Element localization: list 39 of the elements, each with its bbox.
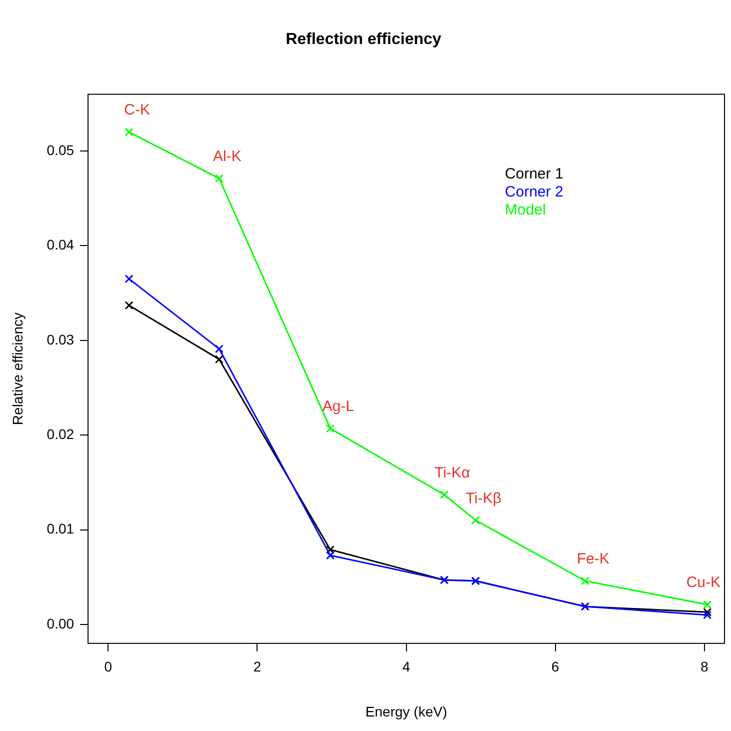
y-tick-label: 0.04 <box>46 236 74 253</box>
point <box>124 128 134 136</box>
point <box>214 174 224 183</box>
point <box>703 608 712 616</box>
annotation: Al-K <box>213 148 242 166</box>
y-axis-title: Relative efficiency <box>9 312 26 426</box>
chart-title: Reflection efficiency <box>286 31 442 48</box>
text: Corner 2 <box>504 183 564 200</box>
y-tick-label: 0.05 <box>46 142 74 158</box>
text: Model <box>504 201 546 218</box>
point <box>124 301 134 310</box>
annotation: Fe-K <box>576 550 610 568</box>
point <box>703 610 712 620</box>
point <box>214 344 224 354</box>
point <box>580 576 590 586</box>
point <box>124 274 134 284</box>
y-tick-label: 0.00 <box>46 615 74 632</box>
x-tick-label: 0 <box>104 658 112 675</box>
x-tick-label: 8 <box>700 658 708 675</box>
annotation: Ti-Kα <box>434 464 470 482</box>
annotation: Cu-K <box>686 574 721 592</box>
x-axis-title: Energy (keV) <box>365 703 448 720</box>
annotation: Ag-L <box>322 398 354 416</box>
annotation: Ti-Kβ <box>466 490 502 507</box>
point <box>703 600 712 609</box>
text: Corner 1 <box>504 165 564 182</box>
annotation: C-K <box>124 102 150 119</box>
point <box>326 424 335 433</box>
y-tick-label: 0.03 <box>46 331 74 348</box>
x-tick-label: 2 <box>253 658 262 675</box>
x-tick-label: 6 <box>551 658 560 675</box>
point <box>214 355 224 364</box>
point <box>471 516 480 525</box>
y-tick-label: 0.01 <box>46 520 74 537</box>
x-tick-label: 4 <box>402 658 410 675</box>
point <box>326 551 335 560</box>
point <box>440 490 449 500</box>
y-tick-label: 0.02 <box>46 426 74 442</box>
point <box>326 545 335 554</box>
